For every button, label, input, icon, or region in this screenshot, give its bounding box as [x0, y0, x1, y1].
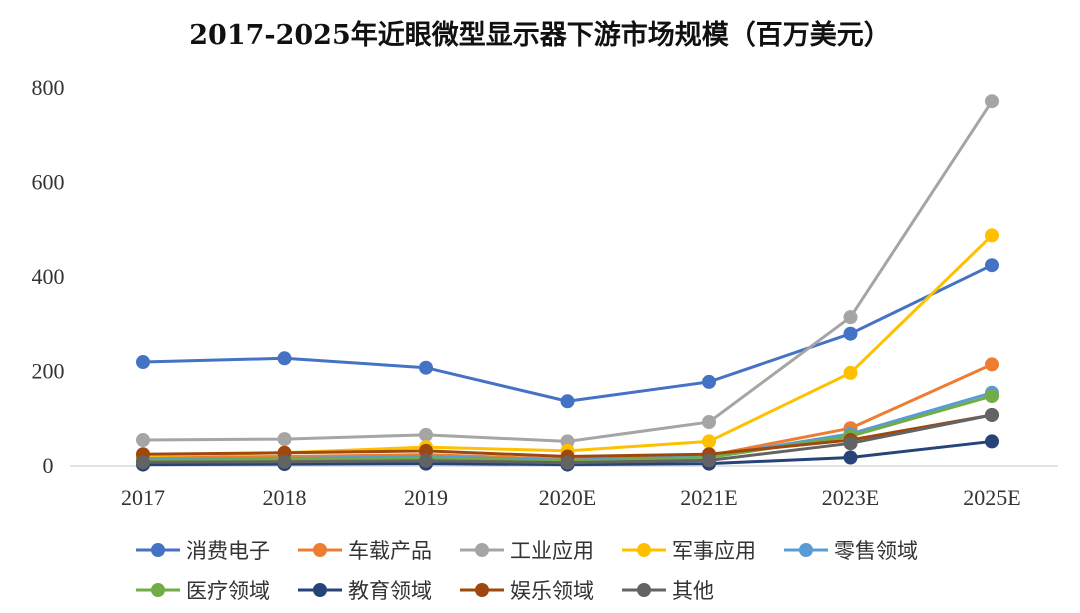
legend-label: 教育领域 [348, 579, 432, 603]
legend-item: 军事应用 [622, 539, 756, 563]
data-point [985, 258, 999, 273]
data-point [136, 455, 150, 470]
data-point [136, 433, 150, 448]
legend-label: 军事应用 [672, 539, 756, 563]
legend-marker [313, 583, 327, 597]
legend-item: 其他 [622, 579, 714, 603]
legend-label: 工业应用 [510, 539, 594, 563]
x-tick-label: 2017 [121, 485, 165, 510]
y-tick-label: 400 [32, 264, 65, 289]
series-2 [136, 94, 999, 449]
x-tick-label: 2020E [539, 485, 596, 510]
data-point [843, 436, 858, 451]
data-point [985, 389, 999, 404]
legend-item: 医疗领域 [136, 579, 270, 603]
legend-label: 娱乐领域 [510, 579, 594, 603]
data-point [277, 432, 292, 447]
series-0 [136, 258, 999, 409]
data-point [843, 450, 858, 465]
data-point [985, 407, 999, 422]
legend-item: 教育领域 [298, 579, 432, 603]
legend-marker [799, 543, 813, 557]
data-point [277, 454, 292, 469]
data-point [843, 365, 858, 380]
x-axis: 2017 2018 2019 2020E 2021E 2023E 2025E [121, 485, 1021, 510]
legend-marker [637, 583, 651, 597]
data-point [419, 443, 433, 458]
legend-item: 车载产品 [298, 539, 432, 563]
series-group [136, 94, 999, 472]
data-point [560, 455, 575, 470]
legend-marker [637, 543, 651, 557]
chart-title: 2017-2025年近眼微型显示器下游市场规模（百万美元） [189, 19, 891, 51]
data-point [985, 434, 999, 449]
data-point [419, 360, 433, 375]
legend-marker [151, 543, 165, 557]
data-point [985, 228, 999, 243]
x-tick-label: 2023E [822, 485, 879, 510]
legend-label: 医疗领域 [186, 579, 270, 603]
legend-marker [313, 543, 327, 557]
x-tick-label: 2018 [263, 485, 307, 510]
y-axis: 0 200 400 600 800 [32, 75, 65, 478]
data-point [702, 374, 716, 389]
x-tick-label: 2021E [680, 485, 737, 510]
legend-label: 其他 [672, 579, 714, 603]
data-point [419, 427, 433, 442]
legend-marker [475, 543, 489, 557]
y-tick-label: 600 [32, 170, 65, 195]
data-point [136, 355, 150, 370]
legend-marker [151, 583, 165, 597]
legend-item: 娱乐领域 [460, 579, 594, 603]
y-tick-label: 200 [32, 359, 65, 384]
data-point [560, 394, 575, 409]
legend-label: 零售领域 [834, 539, 918, 563]
legend-label: 消费电子 [186, 539, 270, 563]
legend-item: 零售领域 [784, 539, 918, 563]
data-point [702, 415, 716, 430]
data-point [419, 453, 433, 468]
data-point [843, 326, 858, 341]
y-tick-label: 0 [43, 453, 54, 478]
legend-marker [475, 583, 489, 597]
legend-item: 消费电子 [136, 539, 270, 563]
series-line [142, 263, 993, 403]
x-tick-label: 2025E [963, 485, 1020, 510]
y-tick-label: 800 [32, 75, 65, 100]
x-tick-label: 2019 [404, 485, 448, 510]
legend-item: 工业应用 [460, 539, 594, 563]
data-point [985, 94, 999, 109]
data-point [985, 357, 999, 372]
data-point [702, 434, 716, 449]
series-line [142, 100, 994, 443]
data-point [277, 351, 292, 366]
series-8 [136, 407, 999, 470]
data-point [702, 453, 716, 468]
data-point [843, 310, 858, 325]
legend-label: 车载产品 [348, 539, 432, 563]
